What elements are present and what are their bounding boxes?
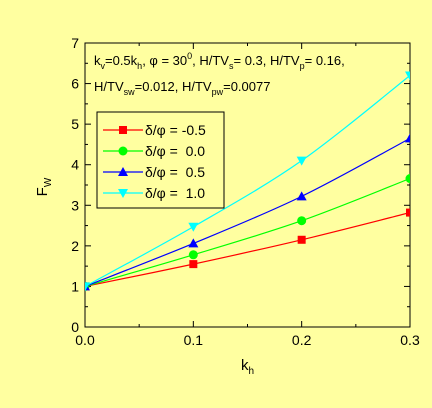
y-tick-label: 4 [71,157,79,173]
y-tick-label: 5 [71,116,79,132]
series-3 [85,71,410,292]
legend-box [96,111,225,209]
data-point [297,216,307,226]
x-tick-label: 0.0 [75,332,95,348]
y-tick-label: 3 [71,197,79,213]
series-line [85,137,410,287]
y-tick-label: 2 [71,238,79,254]
legend: δ/φ = -0.5 δ/φ = 0.0 δ/φ = 0.5 δ/φ = 1.0 [96,111,225,209]
series-1 [85,174,410,291]
data-point [188,238,199,248]
series-line [85,212,410,288]
legend-label: δ/φ = 0.0 [145,143,205,159]
series-line [85,74,410,287]
y-tick-label: 0 [71,319,79,335]
annotation: kv=0.5kh, φ = 300, H/TVs= 0.3, H/TVp= 0.… [94,51,345,97]
legend-marker [119,126,127,134]
data-point [406,208,410,217]
data-point [405,71,410,81]
annotation-line-1: kv=0.5kh, φ = 300, H/TVs= 0.3, H/TVp= 0.… [94,51,345,71]
annotation-line-2: H/TVsw=0.012, H/TVpw=0.0077 [94,79,270,97]
data-point [188,222,199,232]
series-2 [85,133,410,291]
y-axis-label: FW [34,177,54,196]
series-line [85,177,410,288]
data-layer [85,71,410,292]
data-point [189,260,198,269]
y-tick-label: 7 [71,35,79,51]
data-point [405,174,410,184]
data-point [296,191,307,201]
data-point [85,282,90,292]
legend-label: δ/φ = 0.5 [145,164,205,180]
y-tick-label: 6 [71,76,79,92]
legend-marker [118,167,128,176]
legend-marker [118,146,128,156]
data-point [296,156,307,166]
x-axis-label: kh [241,357,254,377]
legend-label: δ/φ = 1.0 [145,185,205,201]
data-point [297,235,306,244]
legend-marker [118,189,128,198]
data-point [405,133,410,143]
y-tick-label: 1 [71,278,79,294]
legend-label: δ/φ = -0.5 [145,122,206,138]
x-tick-label: 0.2 [292,332,312,348]
data-point [188,250,198,260]
x-tick-label: 0.1 [184,332,204,348]
x-tick-label: 0.3 [400,332,420,348]
